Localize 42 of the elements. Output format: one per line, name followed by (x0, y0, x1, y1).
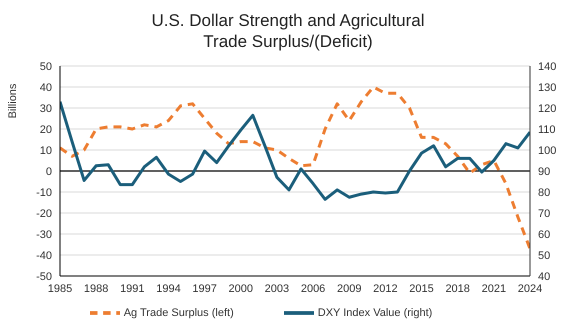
legend-label: DXY Index Value (right) (318, 306, 432, 319)
y-tick-label: 30 (40, 102, 52, 115)
x-tick-label: 2009 (336, 282, 362, 295)
y-tick-label: -20 (36, 208, 52, 220)
y-axis-title: Billions (6, 83, 19, 118)
y-tick-label: 0 (46, 166, 52, 178)
y2-tick-label: 100 (538, 144, 556, 157)
y2-tick-label: 130 (538, 82, 556, 94)
y-tick-label: 50 (40, 60, 52, 73)
x-tick-label: 2000 (228, 282, 254, 295)
line-series (60, 100, 530, 201)
y2-tick-label: 140 (538, 60, 556, 73)
y2-tick-label: 80 (538, 186, 550, 199)
x-tick-label: 2003 (264, 282, 290, 295)
x-tick-label: 1985 (48, 282, 72, 295)
y2-tick-label: 120 (538, 102, 556, 115)
y2-tick-label: 70 (538, 208, 550, 220)
x-tick-label: 2021 (482, 282, 506, 295)
y-tick-label: -30 (36, 228, 52, 241)
x-tick-label: 1988 (84, 282, 108, 295)
legend-label: Ag Trade Surplus (left) (124, 306, 234, 319)
y-tick-label: 40 (40, 82, 52, 94)
y-tick-label: -50 (36, 270, 52, 283)
x-tick-label: 1994 (156, 282, 181, 295)
y2-tick-label: 110 (538, 124, 556, 136)
x-tick-label: 2024 (518, 282, 542, 295)
x-tick-label: 2015 (409, 282, 434, 295)
y2-tick-label: 90 (538, 166, 550, 178)
y-tick-label: 10 (40, 144, 52, 157)
x-tick-label: 2012 (373, 282, 398, 295)
line-series (60, 86, 530, 250)
y2-tick-label: 60 (538, 228, 550, 241)
chart-title: U.S. Dollar Strength and Agricultural Trade Surplus/(Deficit) (150, 10, 426, 53)
y-tick-label: 20 (40, 124, 52, 136)
y2-tick-label: 50 (538, 250, 550, 262)
y-tick-label: -10 (36, 186, 52, 199)
x-tick-label: 2006 (300, 282, 326, 295)
x-tick-label: 1997 (192, 282, 217, 295)
x-tick-label: 1991 (120, 282, 145, 295)
x-tick-label: 2018 (445, 282, 470, 295)
y-tick-label: -40 (36, 250, 52, 262)
y2-tick-label: 40 (538, 270, 550, 283)
